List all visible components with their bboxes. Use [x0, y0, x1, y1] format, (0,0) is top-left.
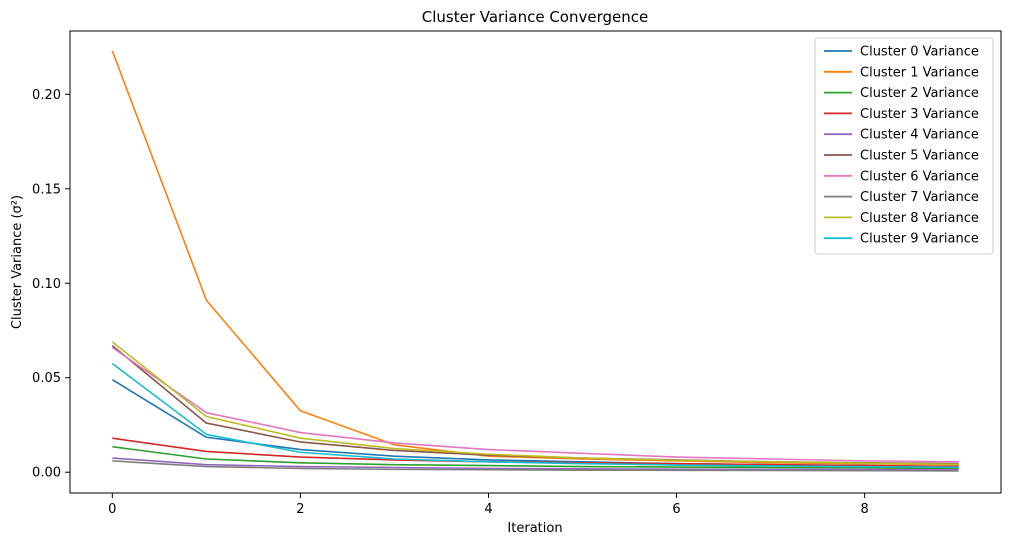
y-tick-label: 0.05 [32, 371, 61, 386]
x-tick-label: 8 [861, 502, 869, 517]
legend-entry-label: Cluster 1 Variance [860, 65, 979, 80]
legend-entry-label: Cluster 7 Variance [860, 190, 979, 205]
series-line-cluster-9 [111, 362, 959, 469]
legend-entry-label: Cluster 5 Variance [860, 149, 979, 164]
plot-frame [69, 30, 1002, 494]
y-tick-label: 0.15 [32, 182, 61, 197]
y-tick-label: 0.00 [32, 466, 61, 481]
legend-entry-label: Cluster 8 Variance [860, 211, 979, 226]
legend-entry-label: Cluster 6 Variance [860, 169, 979, 184]
x-tick-label: 4 [484, 502, 492, 517]
plot-area [69, 30, 1002, 494]
series-line-cluster-7 [112, 460, 959, 472]
series-lines [111, 50, 959, 472]
legend-entry-label: Cluster 4 Variance [860, 128, 979, 143]
x-axis-ticks: 0 2 4 6 8 [108, 493, 869, 517]
legend-box [814, 37, 994, 255]
series-line-cluster-2 [112, 445, 959, 470]
x-tick-label: 2 [296, 502, 304, 517]
series-line-cluster-5 [111, 344, 959, 465]
legend-entry-label: Cluster 3 Variance [860, 107, 979, 122]
legend-entry-label: Cluster 2 Variance [860, 86, 979, 101]
series-line-cluster-6 [111, 346, 959, 463]
legend: Cluster 0 Variance Cluster 1 Variance Clus… [814, 37, 994, 255]
legend-entry-label: Cluster 0 Variance [860, 45, 979, 60]
chart-title: Cluster Variance Convergence [422, 8, 648, 26]
x-axis-label: Iteration [507, 521, 562, 536]
x-tick-label: 0 [108, 502, 116, 517]
x-tick-label: 6 [672, 502, 680, 517]
series-line-cluster-8 [111, 341, 959, 466]
y-axis-label: Cluster Variance (σ²) [10, 195, 25, 329]
y-axis-ticks: 0.00 0.05 0.10 0.15 0.20 [32, 88, 70, 481]
y-tick-label: 0.20 [32, 88, 61, 103]
series-line-cluster-4 [112, 457, 959, 471]
y-tick-label: 0.10 [32, 277, 61, 292]
legend-entry-label: Cluster 9 Variance [860, 232, 979, 247]
